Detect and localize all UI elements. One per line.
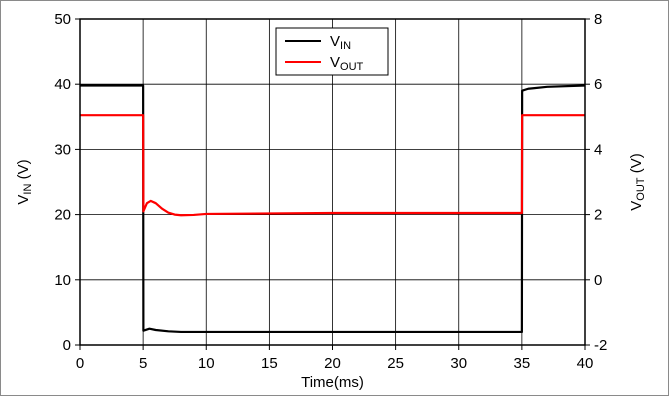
x-tick-label: 35 bbox=[514, 355, 531, 372]
y-left-tick-label: 0 bbox=[63, 337, 71, 354]
x-tick-label: 25 bbox=[387, 355, 404, 372]
y-right-tick-label: 6 bbox=[594, 76, 602, 93]
y-right-axis-label-unit: (V) bbox=[628, 153, 645, 177]
legend-label-vout-sub: OUT bbox=[340, 61, 364, 73]
x-axis-label: Time(ms) bbox=[301, 374, 364, 391]
y-right-tick-label: -2 bbox=[594, 337, 607, 354]
x-axis-ticks: 0 5 10 15 20 25 30 35 40 bbox=[76, 345, 594, 372]
y-left-tick-label: 50 bbox=[54, 11, 71, 28]
y-right-tick-label: 8 bbox=[594, 11, 602, 28]
y-right-axis-label-sub: OUT bbox=[635, 177, 647, 201]
y-left-axis-label-unit: (V) bbox=[15, 159, 32, 183]
x-tick-label: 15 bbox=[261, 355, 278, 372]
x-tick-label: 30 bbox=[450, 355, 467, 372]
y-left-tick-label: 30 bbox=[54, 141, 71, 158]
x-tick-label: 0 bbox=[76, 355, 84, 372]
y-left-tick-label: 10 bbox=[54, 272, 71, 289]
y-left-axis-label-sub: IN bbox=[22, 184, 34, 195]
legend-label-vin-main: V bbox=[330, 33, 340, 50]
y-left-axis-label: VIN (V) bbox=[15, 159, 34, 204]
legend: VIN VOUT bbox=[276, 28, 388, 75]
y-left-axis-ticks: 0 10 20 30 40 50 bbox=[54, 11, 80, 354]
y-left-axis-label-main: V bbox=[15, 195, 32, 205]
y-left-tick-label: 40 bbox=[54, 76, 71, 93]
y-left-tick-label: 20 bbox=[54, 207, 71, 224]
y-right-axis-ticks: -2 0 2 4 6 8 bbox=[585, 11, 607, 354]
x-tick-label: 40 bbox=[577, 355, 594, 372]
y-right-axis-label: VOUT (V) bbox=[628, 153, 647, 210]
y-right-axis-label-main: V bbox=[628, 201, 645, 211]
y-right-tick-label: 0 bbox=[594, 272, 602, 289]
legend-label-vin-sub: IN bbox=[340, 40, 351, 52]
x-tick-label: 20 bbox=[324, 355, 341, 372]
y-right-tick-label: 4 bbox=[594, 141, 602, 158]
x-tick-label: 10 bbox=[198, 355, 215, 372]
legend-label-vout-main: V bbox=[330, 54, 340, 71]
x-tick-label: 5 bbox=[139, 355, 147, 372]
y-right-tick-label: 2 bbox=[594, 207, 602, 224]
